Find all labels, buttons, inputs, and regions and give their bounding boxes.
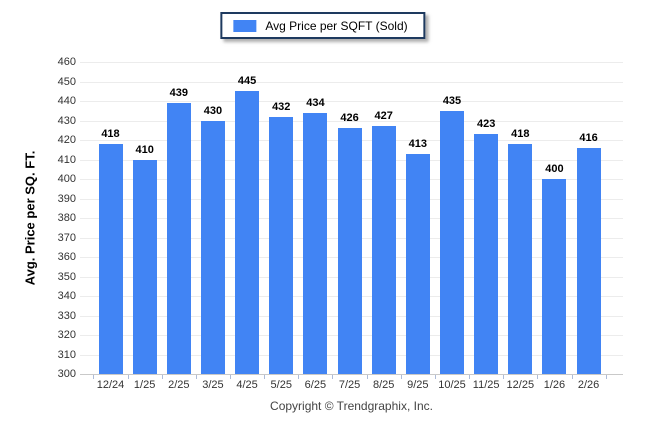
x-tick-label: 6/25 [304,379,327,391]
y-tick-label: 450 [57,75,76,88]
y-tick-label: 400 [57,173,76,185]
y-tick-label: 410 [57,153,76,166]
x-axis-tick [332,375,334,379]
x-tick-label: 11/25 [472,379,500,391]
bar-value-label: 435 [442,94,462,107]
y-tick-label: 310 [57,348,76,361]
bar-9/25 [405,153,430,374]
x-axis-tick [161,375,163,379]
bar-value-label: 434 [306,96,325,109]
x-tick-label: 8/25 [372,379,395,391]
y-tick-label: 390 [57,192,76,205]
x-tick-label: 12/25 [506,379,535,391]
x-axis-tick [264,375,266,379]
y-tick-label: 300 [57,368,76,380]
x-axis-tick [605,375,607,379]
gridline [80,62,623,63]
y-tick-label: 330 [57,309,76,322]
x-axis-line [80,374,623,375]
gridline [80,101,623,102]
bar-value-label: 413 [408,137,428,150]
x-tick-label: 10/25 [438,379,466,391]
x-axis-tick [469,375,471,379]
x-tick-label: 5/25 [270,379,292,391]
x-axis-tick [93,375,95,379]
legend-swatch-icon [233,19,257,32]
bar-value-label: 423 [476,118,496,131]
x-axis-tick [230,375,232,379]
bar-6/25 [303,112,328,374]
x-tick-label: 2/25 [168,379,190,391]
bar-7/25 [337,128,362,374]
x-axis-tick [127,375,129,379]
bar-4/25 [235,91,260,374]
bar-11/25 [474,134,499,374]
bar-value-label: 410 [135,143,154,156]
x-tick-label: 1/26 [543,379,566,391]
y-tick-label: 460 [57,56,76,68]
y-tick-label: 320 [57,329,76,341]
x-axis-tick [503,375,505,379]
bar-2/25 [166,102,191,374]
gridline [80,120,623,122]
y-tick-label: 360 [57,251,76,263]
y-tick-label: 370 [57,231,76,244]
x-axis-tick [400,375,402,379]
x-axis-tick [298,375,300,379]
x-tick-label: 4/25 [236,379,258,391]
bar-value-label: 427 [374,110,393,123]
x-tick-label: 2/26 [577,379,600,391]
y-tick-label: 350 [57,270,76,283]
legend: Avg Price per SQFT (Sold) [220,12,426,39]
bar-10/25 [440,110,464,374]
bar-value-label: 445 [237,75,257,88]
bar-value-label: 416 [579,131,598,144]
y-tick-label: 440 [57,95,76,107]
bar-5/25 [269,116,294,374]
bar-value-label: 418 [101,127,120,140]
y-tick-label: 380 [57,212,76,224]
x-axis-tick [537,375,539,379]
gridline [80,81,623,83]
y-tick-label: 420 [57,134,76,146]
bar-12/24 [98,143,123,374]
x-tick-label: 3/25 [202,379,224,391]
bar-3/25 [200,120,225,374]
x-axis-tick [571,375,573,379]
bar-12/25 [508,143,533,374]
bar-value-label: 432 [272,100,291,113]
x-axis-tick [195,375,197,379]
bar-value-label: 439 [169,86,188,99]
x-axis-tick [434,375,436,379]
bar-value-label: 418 [511,127,530,140]
x-tick-label: 12/24 [96,379,125,391]
bar-value-label: 426 [340,112,359,125]
y-tick-label: 340 [57,290,76,302]
x-tick-label: 1/25 [133,379,156,391]
bar-8/25 [371,126,396,374]
bar-1/26 [542,179,567,374]
copyright-text: Copyright © Trendgraphix, Inc. [270,399,433,413]
x-axis-tick [366,375,368,379]
legend-label: Avg Price per SQFT (Sold) [265,18,408,33]
x-tick-label: 9/25 [407,379,429,391]
x-tick-label: 7/25 [338,379,361,391]
bar-value-label: 400 [545,163,564,175]
bar-2/26 [576,147,601,374]
y-tick-label: 430 [57,114,76,127]
bar-value-label: 430 [203,104,223,117]
bar-1/25 [132,159,157,374]
